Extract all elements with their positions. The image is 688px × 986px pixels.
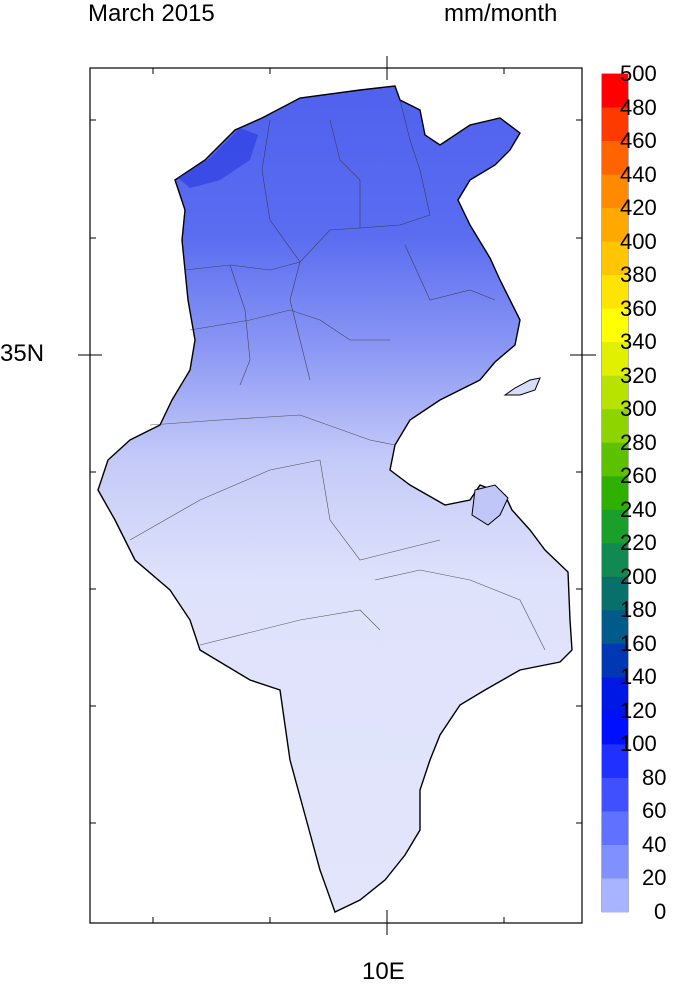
colorbar-tick-label: 60	[642, 798, 667, 824]
colorbar-tick-label: 360	[620, 295, 657, 321]
colorbar-swatch	[602, 476, 628, 511]
colorbar-tick-label: 320	[620, 362, 657, 388]
colorbar-tick-label: 160	[620, 630, 657, 656]
colorbar-tick-label: 200	[620, 563, 657, 589]
colorbar-tick-label: 280	[620, 429, 657, 455]
colorbar-tick-label: 20	[642, 865, 667, 891]
colorbar-swatch	[602, 174, 628, 209]
colorbar-tick-label: 300	[620, 396, 657, 422]
colorbar-swatch	[602, 308, 628, 343]
colorbar-swatch	[602, 844, 628, 879]
colorbar-swatch	[602, 74, 628, 109]
colorbar-swatch	[602, 811, 628, 846]
colorbar-swatch	[602, 375, 628, 410]
colorbar-swatch	[602, 409, 628, 444]
colorbar-swatch	[602, 442, 628, 477]
colorbar-swatch	[602, 878, 628, 913]
wet-area-northwest	[178, 128, 258, 188]
colorbar-tick-label: 0	[654, 899, 667, 924]
colorbar-swatch	[602, 509, 628, 544]
colorbar-tick-label: 120	[620, 697, 657, 723]
colorbar-tick-label: 440	[620, 161, 657, 187]
lat-ticks	[78, 119, 596, 824]
colorbar-tick-label: 240	[620, 496, 657, 522]
colorbar-tick-label: 460	[620, 128, 657, 154]
colorbar-tick-label: 400	[620, 228, 657, 254]
map-units-title: mm/month	[444, 0, 558, 27]
colorbar-swatch	[602, 208, 628, 243]
colorbar-swatches	[602, 74, 628, 913]
colorbar-swatch	[602, 543, 628, 578]
map-frame	[89, 67, 583, 924]
colorbar-swatch	[602, 107, 628, 142]
governorate-borders	[129, 99, 546, 651]
colorbar-tick-label: 40	[642, 831, 667, 857]
longitude-tick-label: 10E	[362, 958, 405, 985]
colorbar-tick-label: 80	[642, 764, 667, 790]
colorbar-swatch	[602, 610, 628, 645]
colorbar-swatch	[602, 710, 628, 745]
kerkennah-islands	[503, 377, 541, 396]
latitude-tick-label: 35N	[0, 340, 45, 367]
colorbar-swatch	[602, 576, 628, 611]
colorbar-tick-label: 500	[620, 61, 657, 86]
djerba-island	[471, 484, 509, 526]
colorbar-swatch	[602, 342, 628, 377]
colorbar-tick-label: 380	[620, 262, 657, 288]
colorbar-swatch	[602, 241, 628, 276]
colorbar-tick-label: 220	[620, 530, 657, 556]
colorbar-tick-label: 480	[620, 94, 657, 120]
colorbar-swatch	[602, 643, 628, 678]
colorbar-tick-label: 420	[620, 195, 657, 221]
colorbar-swatch	[602, 677, 628, 712]
colorbar-tick-label: 340	[620, 329, 657, 355]
colorbar-swatch	[602, 141, 628, 176]
colorbar-swatch	[602, 777, 628, 812]
colorbar-swatch	[602, 744, 628, 779]
tunisia-region	[97, 85, 573, 913]
map-period-title: March 2015	[88, 0, 215, 27]
colorbar-tick-label: 260	[620, 463, 657, 489]
lon-ticks	[152, 56, 505, 935]
colorbar-tick-label: 100	[620, 731, 657, 757]
colorbar-tick-label: 140	[620, 664, 657, 690]
colorbar-tick-label: 180	[620, 597, 657, 623]
colorbar-swatch	[602, 275, 628, 310]
